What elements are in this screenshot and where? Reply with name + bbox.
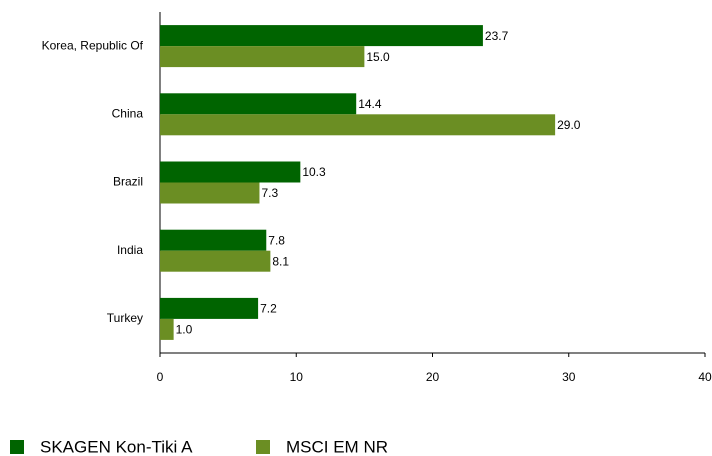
data-label: 10.3 — [302, 165, 326, 179]
y-tick-label: Turkey — [107, 311, 143, 325]
data-label: 14.4 — [358, 97, 382, 111]
legend-swatch — [10, 440, 24, 454]
bar — [160, 46, 365, 68]
data-label: 15.0 — [366, 50, 390, 64]
data-label: 23.7 — [485, 29, 509, 43]
bar — [160, 182, 260, 204]
legend-swatch — [256, 440, 270, 454]
y-tick-label: Brazil — [113, 175, 143, 189]
data-label: 7.8 — [268, 233, 285, 247]
bar — [160, 297, 259, 319]
y-tick-label: India — [117, 243, 143, 257]
legend-text: MSCI EM NR — [286, 437, 388, 456]
bar — [160, 318, 174, 340]
y-tick-label: China — [112, 106, 144, 120]
data-label: 29.0 — [557, 118, 581, 132]
x-tick-label: 20 — [426, 370, 440, 384]
bar — [160, 25, 483, 47]
x-tick-label: 40 — [698, 370, 712, 384]
legend-text: SKAGEN Kon-Tiki A — [40, 437, 193, 456]
y-tick-label: Korea, Republic Of — [42, 38, 144, 52]
bar — [160, 93, 357, 115]
data-label: 8.1 — [272, 254, 289, 268]
data-label: 1.0 — [176, 323, 193, 337]
x-tick-label: 10 — [290, 370, 304, 384]
x-tick-label: 30 — [562, 370, 576, 384]
data-label: 7.2 — [260, 302, 277, 316]
data-label: 7.3 — [261, 186, 278, 200]
bar — [160, 229, 267, 251]
bar — [160, 161, 301, 183]
x-tick-label: 0 — [157, 370, 164, 384]
bar — [160, 114, 556, 136]
bar — [160, 250, 271, 272]
